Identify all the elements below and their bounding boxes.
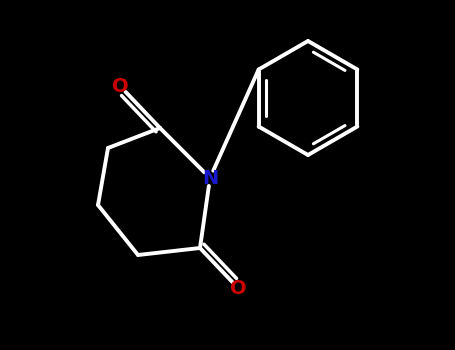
Text: N: N — [202, 168, 218, 188]
Text: O: O — [230, 279, 246, 298]
Text: O: O — [111, 77, 128, 96]
